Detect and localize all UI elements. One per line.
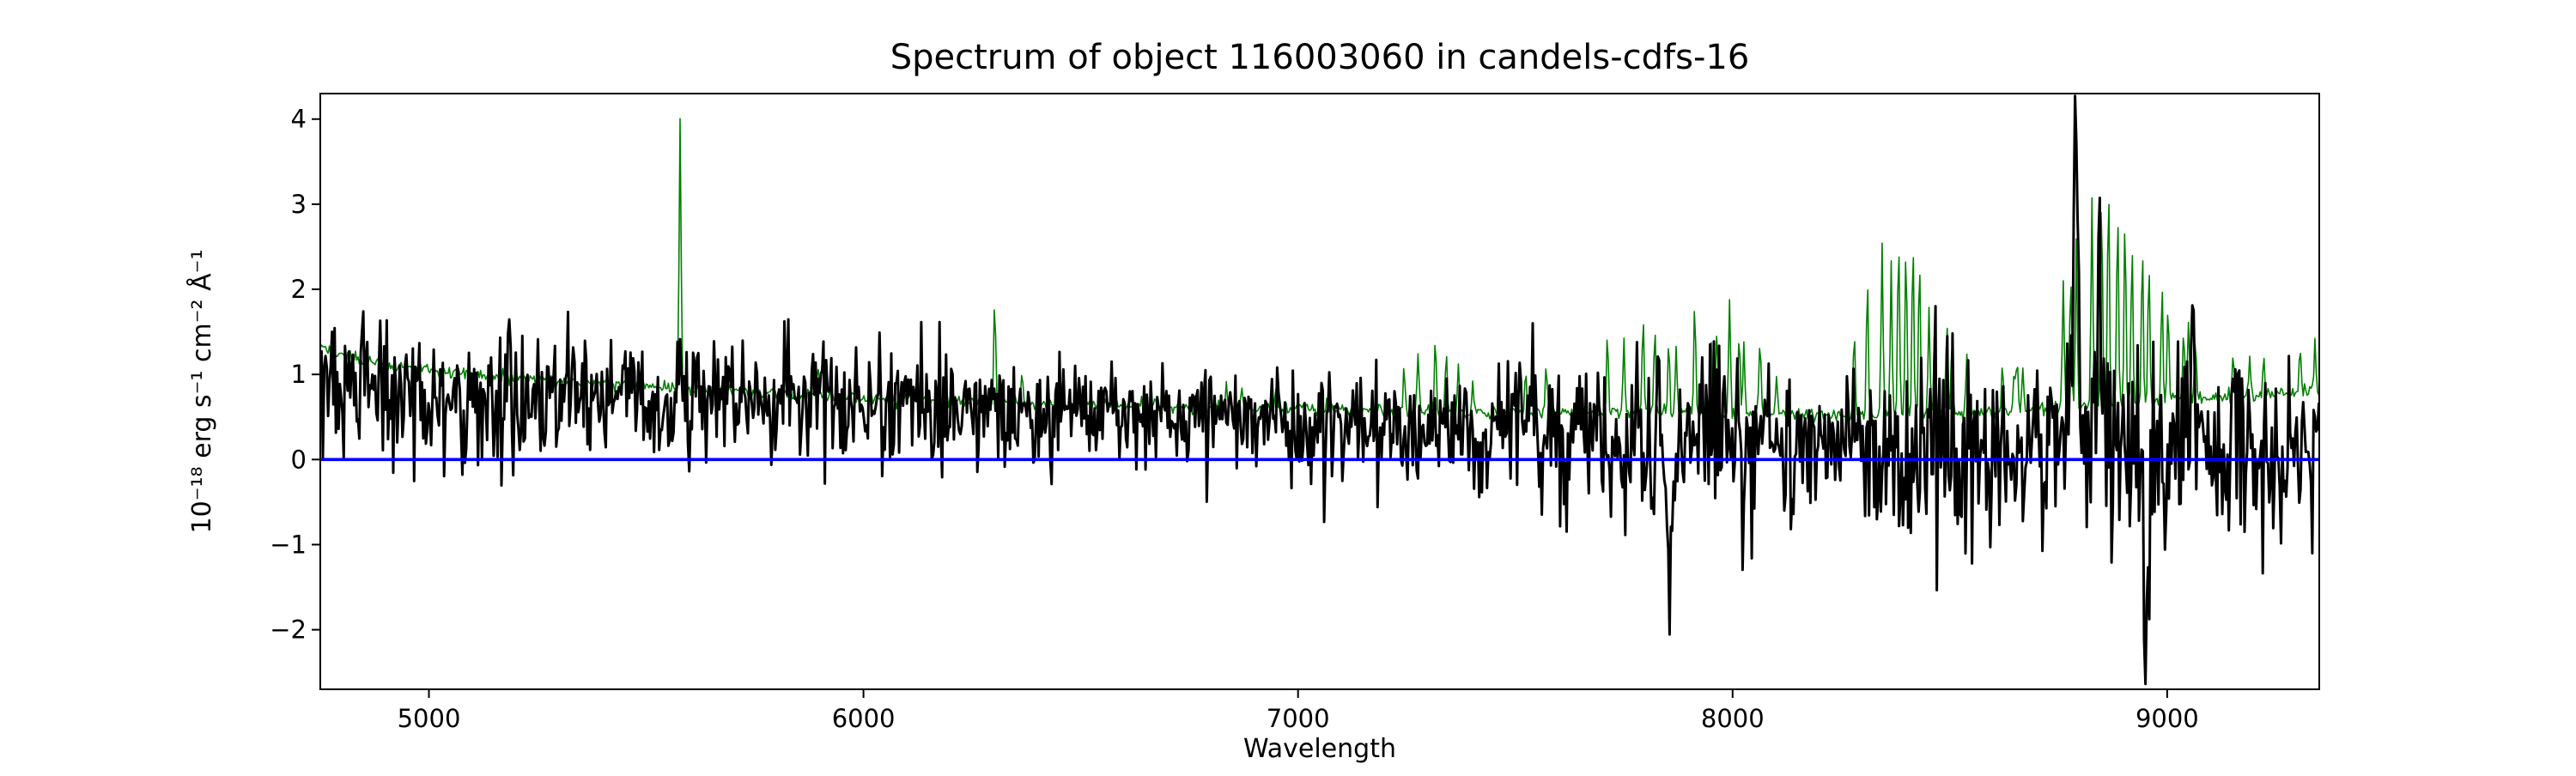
plot-series-group <box>320 94 2319 686</box>
x-tick-label: 9000 <box>2136 704 2199 733</box>
axis-ticks: 5000 6000 7000 8000 9000 −2 −1 0 1 2 3 4 <box>270 105 2199 733</box>
y-tick-label: 0 <box>291 445 307 474</box>
y-tick-label: 1 <box>291 360 307 389</box>
y-tick-label: −1 <box>270 530 307 559</box>
y-tick-label: 2 <box>291 275 307 304</box>
object-spectrum-line <box>320 94 2319 686</box>
plot-border <box>319 93 2320 690</box>
sky-spectrum-line <box>320 118 2319 423</box>
x-tick-label: 7000 <box>1267 704 1330 733</box>
y-axis-label: 10⁻¹⁸ erg s⁻¹ cm⁻² Å⁻¹ <box>186 250 217 534</box>
chart-title: Spectrum of object 116003060 in candels-… <box>890 38 1750 77</box>
x-tick-label: 8000 <box>1701 704 1765 733</box>
x-tick-label: 6000 <box>832 704 896 733</box>
y-tick-label: 4 <box>291 105 307 134</box>
y-tick-label: −2 <box>270 615 307 645</box>
x-axis-label: Wavelength <box>1243 734 1396 764</box>
x-tick-label: 5000 <box>398 704 461 733</box>
y-tick-label: 3 <box>291 190 307 219</box>
